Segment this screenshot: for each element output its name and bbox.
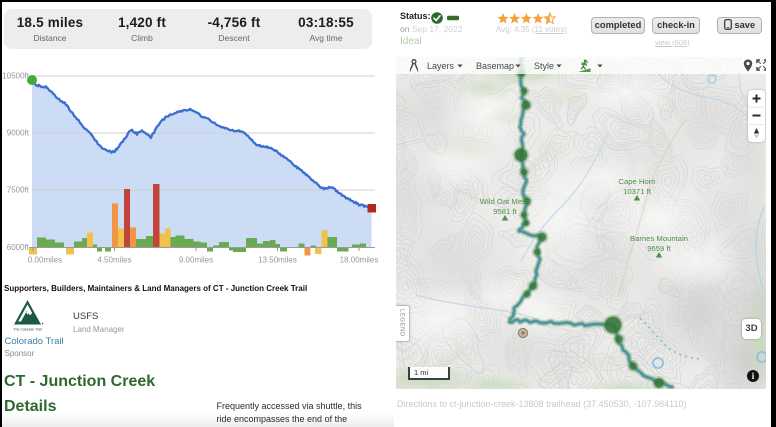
svg-text:10371 ft: 10371 ft <box>623 187 652 196</box>
svg-text:Cape Horn: Cape Horn <box>618 177 655 186</box>
svg-text:Wild Oat Mesa: Wild Oat Mesa <box>480 197 531 206</box>
svg-text:7500ft: 7500ft <box>7 186 30 195</box>
svg-text:18.00miles: 18.00miles <box>340 256 379 265</box>
svg-text:The Colorado Trail: The Colorado Trail <box>14 328 42 332</box>
svg-text:9.00miles: 9.00miles <box>179 256 213 265</box>
svg-text:9659 ft: 9659 ft <box>647 244 671 253</box>
svg-text:10500ft: 10500ft <box>2 72 29 81</box>
svg-text:9000ft: 9000ft <box>7 129 30 138</box>
svg-text:9581 ft: 9581 ft <box>493 207 517 216</box>
svg-text:13.50miles: 13.50miles <box>258 256 297 265</box>
svg-text:4.50miles: 4.50miles <box>97 256 131 265</box>
svg-text:Barnes Mountain: Barnes Mountain <box>630 234 688 243</box>
svg-text:0.00miles: 0.00miles <box>28 256 62 265</box>
svg-text:6000ft: 6000ft <box>7 243 30 252</box>
